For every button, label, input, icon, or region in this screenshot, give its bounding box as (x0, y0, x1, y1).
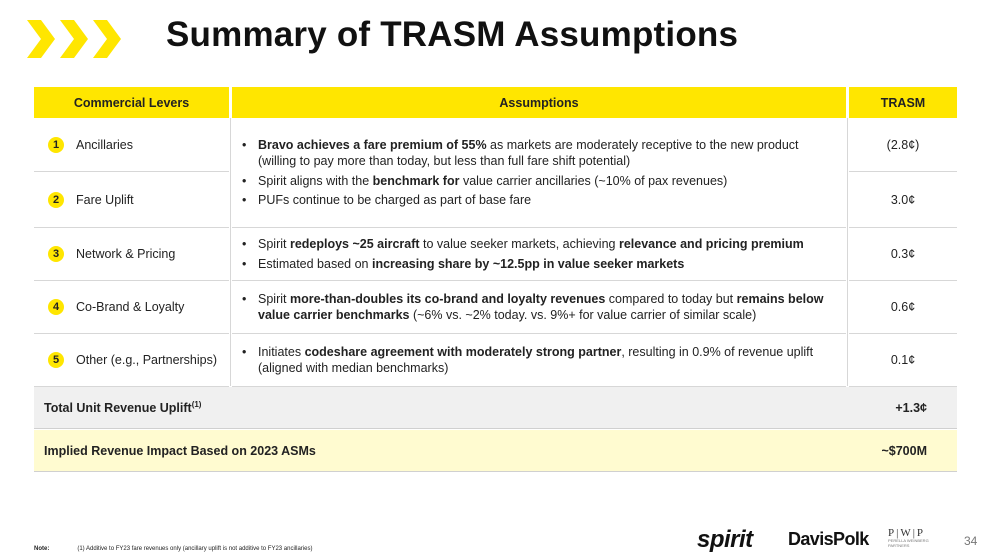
column-header-levers: Commercial Levers (34, 87, 229, 118)
step-number-badge: 2 (48, 191, 64, 208)
assumptions-cell-co-brand: • Spirit more-than-doubles its co-brand … (232, 281, 846, 334)
lever-row-fare-uplift: 2 Fare Uplift (34, 172, 229, 228)
step-number-badge: 1 (48, 136, 64, 153)
lever-row-other: 5 Other (e.g., Partnerships) (34, 334, 229, 387)
impact-label: Implied Revenue Impact Based on 2023 ASM… (44, 443, 316, 458)
pwp-logo: P|W|P PERELLA WEINBERG PARTNERS (888, 527, 929, 548)
davis-polk-logo: DavisPolk (788, 529, 869, 549)
assumptions-cell-ancillaries-fare: • Bravo achieves a fare premium of 55% a… (232, 118, 846, 228)
assumptions-cell-other: • Initiates codeshare agreement with mod… (232, 334, 846, 387)
lever-label: Network & Pricing (76, 247, 176, 261)
trasm-value: 3.0¢ (849, 172, 957, 228)
trasm-value: (2.8¢) (849, 118, 957, 172)
revenue-impact-row: Implied Revenue Impact Based on 2023 ASM… (34, 430, 957, 472)
bullet-item: • Spirit aligns with the benchmark for v… (242, 173, 728, 188)
lever-row-co-brand-loyalty: 4 Co-Brand & Loyalty (34, 281, 229, 334)
assumptions-cell-network: • Spirit redeploys ~25 aircraft to value… (232, 228, 846, 281)
lever-label: Ancillaries (76, 137, 133, 152)
impact-value: ~$700M (881, 443, 927, 458)
bullet-item: • Spirit redeploys ~25 aircraft to value… (242, 237, 804, 251)
page-number: 34 (964, 534, 978, 548)
bullet-item: • Estimated based on increasing share by… (242, 256, 685, 271)
column-header-assumptions: Assumptions (232, 87, 846, 118)
spirit-logo: spirit (697, 526, 753, 553)
step-number-badge: 4 (48, 299, 64, 315)
step-number-badge: 5 (48, 352, 64, 368)
lever-row-network-pricing: 3 Network & Pricing (34, 228, 229, 281)
column-divider (847, 118, 848, 386)
step-number-badge: 3 (48, 246, 64, 262)
bullet-item: • Spirit more-than-doubles its co-brand … (242, 291, 824, 323)
footnote: Note: (1) Additive to FY23 fare revenues … (34, 546, 313, 552)
lever-label: Co-Brand & Loyalty (76, 300, 185, 314)
bullet-item: • Initiates codeshare agreement with mod… (242, 344, 814, 376)
lever-label: Fare Uplift (76, 192, 134, 207)
total-label: Total Unit Revenue Uplift (44, 401, 192, 416)
column-header-trasm: TRASM (849, 87, 957, 118)
page-title: Summary of TRASM Assumptions (166, 15, 739, 54)
trasm-value: 0.6¢ (849, 281, 957, 334)
lever-label: Other (e.g., Partnerships) (76, 353, 218, 367)
total-value: +1.3¢ (895, 400, 927, 415)
footnote-marker: (1) (191, 399, 202, 409)
total-uplift-row: Total Unit Revenue Uplift(1) +1.3¢ (34, 387, 957, 429)
bullet-item: • PUFs continue to be charged as part of… (242, 193, 532, 207)
trasm-value: 0.3¢ (849, 228, 957, 281)
lever-row-ancillaries: 1 Ancillaries (34, 118, 229, 172)
triple-chevron-right-icon (27, 20, 121, 58)
trasm-value: 0.1¢ (849, 334, 957, 387)
bullet-item: • Bravo achieves a fare premium of 55% a… (242, 137, 799, 169)
column-divider (230, 118, 231, 386)
